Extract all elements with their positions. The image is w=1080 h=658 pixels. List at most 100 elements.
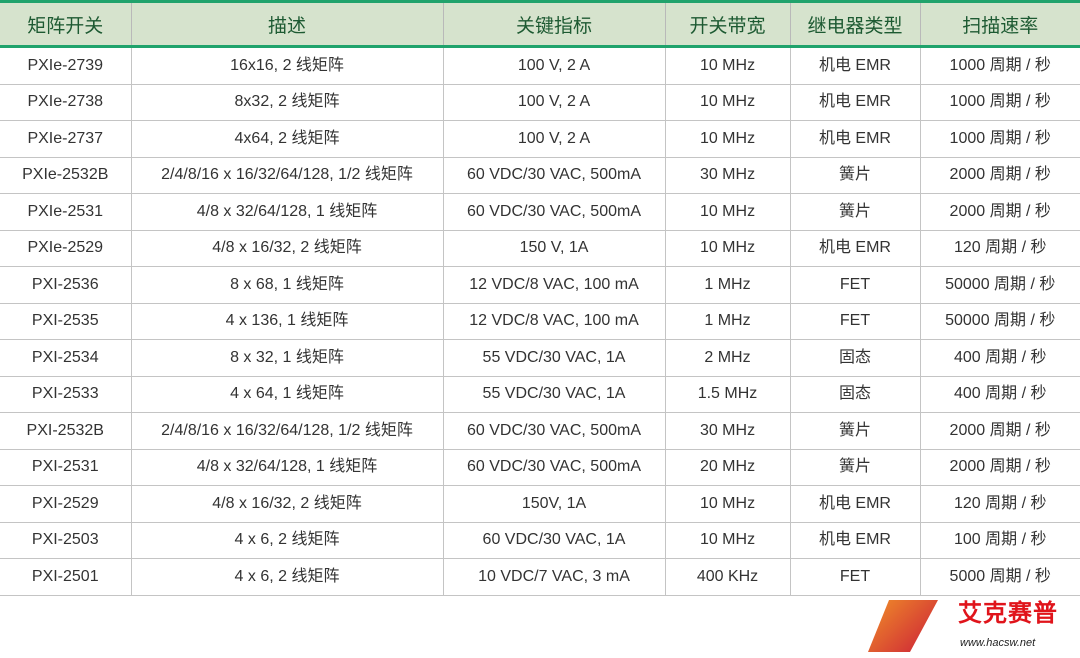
- cell-relay-type: 固态: [789, 376, 920, 413]
- cell-bandwidth: 10 MHz: [664, 120, 790, 158]
- cell-scan-rate: 120 周期 / 秒: [919, 230, 1080, 267]
- cell-bandwidth: 30 MHz: [664, 157, 790, 194]
- cell-bandwidth: 2 MHz: [664, 339, 790, 377]
- cell-scan-rate: 1000 周期 / 秒: [919, 120, 1080, 158]
- cell-description: 4 x 64, 1 线矩阵: [130, 376, 443, 413]
- cell-relay-type: FET: [789, 558, 920, 596]
- cell-bandwidth: 1 MHz: [664, 303, 790, 340]
- table-row: PXIe-2531 4/8 x 32/64/128, 1 线矩阵 60 VDC/30…: [0, 193, 1080, 231]
- table-row: PXI-2536 8 x 68, 1 线矩阵 12 VDC/8 VAC, 100 m…: [0, 266, 1080, 304]
- table-row: PXI-2529 4/8 x 16/32, 2 线矩阵 150V, 1A 10 MHz…: [0, 485, 1080, 523]
- cell-bandwidth: 400 KHz: [664, 558, 790, 596]
- table-row: PXI-2532B 2/4/8/16 x 16/32/64/128, 1/2 线矩…: [0, 412, 1080, 450]
- cell-description: 8 x 32, 1 线矩阵: [130, 339, 443, 377]
- cell-key-spec: 60 VDC/30 VAC, 500mA: [442, 157, 665, 194]
- column-header-relay-type: 继电器类型: [789, 0, 920, 48]
- table-row: PXI-2533 4 x 64, 1 线矩阵 55 VDC/30 VAC, 1A 1.…: [0, 376, 1080, 413]
- cell-bandwidth: 10 MHz: [664, 522, 790, 559]
- cell-key-spec: 150 V, 1A: [442, 230, 665, 267]
- cell-key-spec: 10 VDC/7 VAC, 3 mA: [442, 558, 665, 596]
- cell-key-spec: 150V, 1A: [442, 485, 665, 523]
- cell-relay-type: FET: [789, 266, 920, 304]
- cell-switch: PXIe-2531: [0, 193, 131, 231]
- cell-relay-type: 机电 EMR: [789, 120, 920, 158]
- cell-relay-type: 机电 EMR: [789, 522, 920, 559]
- column-header-description: 描述: [130, 0, 443, 48]
- cell-switch: PXI-2535: [0, 303, 131, 340]
- watermark-logo: 艾克赛普 www.hacsw.net: [868, 598, 1080, 656]
- table-row: PXIe-2737 4x64, 2 线矩阵 100 V, 2 A 10 MHz 机电 E…: [0, 120, 1080, 158]
- cell-key-spec: 100 V, 2 A: [442, 84, 665, 121]
- header-row: 矩阵开关 描述 关键指标 开关带宽 继电器类型 扫描速率: [0, 0, 1080, 48]
- column-header-switch: 矩阵开关: [0, 0, 131, 48]
- cell-description: 4/8 x 16/32, 2 线矩阵: [130, 485, 443, 523]
- cell-description: 4/8 x 32/64/128, 1 线矩阵: [130, 449, 443, 486]
- cell-relay-type: 簧片: [789, 412, 920, 450]
- cell-relay-type: 簧片: [789, 193, 920, 231]
- table-row: PXI-2503 4 x 6, 2 线矩阵 60 VDC/30 VAC, 1A 10 …: [0, 522, 1080, 559]
- cell-description: 8x32, 2 线矩阵: [130, 84, 443, 121]
- cell-switch: PXIe-2739: [0, 46, 131, 85]
- cell-key-spec: 60 VDC/30 VAC, 500mA: [442, 412, 665, 450]
- cell-scan-rate: 2000 周期 / 秒: [919, 193, 1080, 231]
- cell-relay-type: 簧片: [789, 157, 920, 194]
- cell-key-spec: 100 V, 2 A: [442, 46, 665, 85]
- cell-scan-rate: 400 周期 / 秒: [919, 376, 1080, 413]
- cell-description: 16x16, 2 线矩阵: [130, 46, 443, 85]
- cell-key-spec: 60 VDC/30 VAC, 500mA: [442, 193, 665, 231]
- cell-description: 4 x 6, 2 线矩阵: [130, 522, 443, 559]
- logo-mark-icon: [868, 600, 938, 652]
- cell-bandwidth: 10 MHz: [664, 230, 790, 267]
- cell-description: 4x64, 2 线矩阵: [130, 120, 443, 158]
- cell-bandwidth: 10 MHz: [664, 84, 790, 121]
- cell-scan-rate: 2000 周期 / 秒: [919, 449, 1080, 486]
- cell-scan-rate: 1000 周期 / 秒: [919, 46, 1080, 85]
- cell-switch: PXI-2501: [0, 558, 131, 596]
- cell-description: 4 x 136, 1 线矩阵: [130, 303, 443, 340]
- cell-switch: PXI-2536: [0, 266, 131, 304]
- cell-relay-type: 簧片: [789, 449, 920, 486]
- cell-switch: PXI-2529: [0, 485, 131, 523]
- column-header-key-spec: 关键指标: [442, 0, 665, 48]
- table-row: PXIe-2529 4/8 x 16/32, 2 线矩阵 150 V, 1A 10 M…: [0, 230, 1080, 267]
- cell-description: 4/8 x 16/32, 2 线矩阵: [130, 230, 443, 267]
- cell-relay-type: 机电 EMR: [789, 230, 920, 267]
- cell-description: 2/4/8/16 x 16/32/64/128, 1/2 线矩阵: [130, 157, 443, 194]
- cell-bandwidth: 1.5 MHz: [664, 376, 790, 413]
- logo-text: 艾克赛普: [958, 600, 1058, 627]
- table-row: PXI-2534 8 x 32, 1 线矩阵 55 VDC/30 VAC, 1A 2 …: [0, 339, 1080, 377]
- cell-key-spec: 55 VDC/30 VAC, 1A: [442, 339, 665, 377]
- cell-bandwidth: 10 MHz: [664, 46, 790, 85]
- table-row: PXI-2531 4/8 x 32/64/128, 1 线矩阵 60 VDC/30 …: [0, 449, 1080, 486]
- cell-relay-type: 机电 EMR: [789, 46, 920, 85]
- cell-key-spec: 60 VDC/30 VAC, 1A: [442, 522, 665, 559]
- cell-scan-rate: 2000 周期 / 秒: [919, 412, 1080, 450]
- table-row: PXIe-2532B 2/4/8/16 x 16/32/64/128, 1/2 线…: [0, 157, 1080, 194]
- cell-scan-rate: 100 周期 / 秒: [919, 522, 1080, 559]
- cell-scan-rate: 1000 周期 / 秒: [919, 84, 1080, 121]
- cell-switch: PXIe-2532B: [0, 157, 131, 194]
- cell-relay-type: 固态: [789, 339, 920, 377]
- table-row: PXI-2501 4 x 6, 2 线矩阵 10 VDC/7 VAC, 3 mA 40…: [0, 558, 1080, 596]
- cell-description: 4/8 x 32/64/128, 1 线矩阵: [130, 193, 443, 231]
- cell-bandwidth: 20 MHz: [664, 449, 790, 486]
- cell-switch: PXI-2533: [0, 376, 131, 413]
- cell-key-spec: 60 VDC/30 VAC, 500mA: [442, 449, 665, 486]
- cell-switch: PXIe-2738: [0, 84, 131, 121]
- cell-scan-rate: 120 周期 / 秒: [919, 485, 1080, 523]
- cell-scan-rate: 400 周期 / 秒: [919, 339, 1080, 377]
- cell-relay-type: 机电 EMR: [789, 84, 920, 121]
- cell-scan-rate: 50000 周期 / 秒: [919, 303, 1080, 340]
- cell-key-spec: 12 VDC/8 VAC, 100 mA: [442, 303, 665, 340]
- cell-bandwidth: 10 MHz: [664, 193, 790, 231]
- table-row: PXIe-2738 8x32, 2 线矩阵 100 V, 2 A 10 MHz 机电 E…: [0, 84, 1080, 121]
- cell-scan-rate: 5000 周期 / 秒: [919, 558, 1080, 596]
- column-header-bandwidth: 开关带宽: [664, 0, 790, 48]
- cell-description: 2/4/8/16 x 16/32/64/128, 1/2 线矩阵: [130, 412, 443, 450]
- cell-bandwidth: 10 MHz: [664, 485, 790, 523]
- cell-scan-rate: 2000 周期 / 秒: [919, 157, 1080, 194]
- cell-relay-type: 机电 EMR: [789, 485, 920, 523]
- cell-key-spec: 12 VDC/8 VAC, 100 mA: [442, 266, 665, 304]
- column-header-scan-rate: 扫描速率: [919, 0, 1080, 48]
- cell-switch: PXI-2534: [0, 339, 131, 377]
